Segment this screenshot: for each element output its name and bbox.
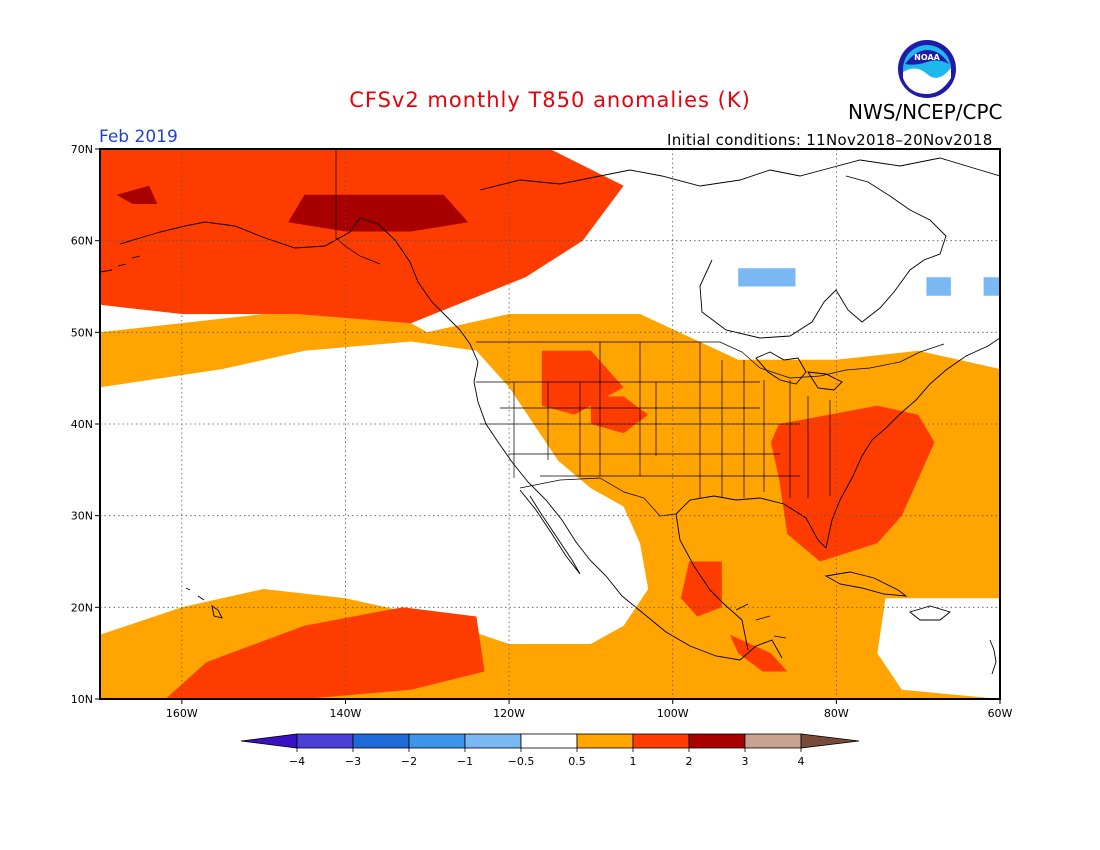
noaa-logo-wave bbox=[903, 68, 951, 94]
lat-tick-label: 70N bbox=[71, 143, 93, 156]
anomaly-region-14 bbox=[926, 277, 951, 296]
colorbar-swatch bbox=[296, 733, 354, 749]
noaa-logo-text: NOAA bbox=[914, 53, 940, 62]
colorbar-label: −1 bbox=[457, 755, 473, 768]
colorbar-label: 4 bbox=[798, 755, 805, 768]
central-america-borders bbox=[735, 603, 787, 639]
gulf-atlantic-coastline bbox=[675, 337, 1000, 651]
colorbar-arrow-low bbox=[240, 733, 298, 749]
map-title: CFSv2 monthly T850 anomalies (K) bbox=[349, 88, 751, 112]
lat-tick-label: 40N bbox=[71, 418, 93, 431]
lat-tick-label: 30N bbox=[71, 510, 93, 523]
colorbar-arrow-high bbox=[800, 733, 860, 749]
baja-coastline bbox=[519, 489, 581, 575]
coastlines bbox=[100, 157, 1000, 675]
pacific-coastline bbox=[119, 217, 783, 661]
colorbar-label: −3 bbox=[345, 755, 361, 768]
lon-tick-label: 120W bbox=[493, 707, 525, 720]
gridlines bbox=[100, 149, 1001, 699]
state-borders bbox=[476, 342, 831, 498]
cuba-coastline bbox=[824, 571, 908, 597]
colorbar-label: 1 bbox=[630, 755, 637, 768]
hispaniola-coastline bbox=[909, 605, 951, 621]
colorbar-swatch bbox=[464, 733, 522, 749]
great-lakes-outline bbox=[755, 351, 807, 385]
lat-tick-label: 60N bbox=[71, 235, 93, 248]
latitude-labels: 10N 20N 30N 40N 50N 60N 70N bbox=[71, 143, 93, 706]
noaa-logo: NOAA bbox=[898, 40, 956, 98]
alaska-canada-border bbox=[335, 149, 381, 265]
anomaly-fill bbox=[100, 149, 1000, 699]
anomaly-region-13 bbox=[738, 268, 796, 287]
anomaly-region-7 bbox=[770, 405, 935, 562]
lat-tick-label: 20N bbox=[71, 601, 93, 614]
noaa-logo-bird bbox=[905, 50, 949, 65]
colorbar-label: 3 bbox=[742, 755, 749, 768]
colorbar-swatch bbox=[352, 733, 410, 749]
anomaly-region-3 bbox=[877, 598, 1000, 699]
colorbar-swatch bbox=[632, 733, 690, 749]
anomaly-region-1 bbox=[100, 341, 649, 644]
colorbar-label: −4 bbox=[289, 755, 305, 768]
aleutian-coastline bbox=[100, 255, 141, 273]
lon-tick-label: 80W bbox=[824, 707, 849, 720]
us-mexico-border bbox=[519, 477, 677, 517]
hudson-bay-coastline bbox=[699, 175, 947, 339]
lat-tick-label: 50N bbox=[71, 326, 93, 339]
lon-tick-label: 60W bbox=[988, 707, 1013, 720]
axis-ticks bbox=[95, 148, 1001, 704]
lon-tick-label: 100W bbox=[657, 707, 689, 720]
valid-period-label: Feb 2019 bbox=[99, 127, 178, 147]
antilles-coastline bbox=[989, 639, 997, 675]
agency-label: NWS/NCEP/CPC bbox=[848, 100, 1003, 124]
colorbar-label: 0.5 bbox=[568, 755, 586, 768]
anomaly-region-11 bbox=[288, 194, 469, 232]
longitude-labels: 160W 140W 120W 100W 80W 60W bbox=[166, 707, 1013, 720]
colorbar-swatch bbox=[688, 733, 746, 749]
initial-conditions-label: Initial conditions: 11Nov2018–20Nov2018 bbox=[667, 131, 993, 149]
colorbar-label: −0.5 bbox=[508, 755, 535, 768]
colorbar-swatch bbox=[520, 733, 578, 749]
anomaly-region-8 bbox=[165, 607, 485, 699]
colorbar-swatch bbox=[576, 733, 634, 749]
political-borders bbox=[335, 149, 945, 639]
us-canada-border bbox=[476, 341, 945, 379]
anomaly-region-15 bbox=[983, 277, 1000, 296]
anomaly-region-2 bbox=[599, 158, 1000, 360]
colorbar-label: 2 bbox=[686, 755, 693, 768]
lake-erie-outline bbox=[807, 371, 843, 391]
colorbar-label: −2 bbox=[401, 755, 417, 768]
anomaly-region-10 bbox=[730, 634, 788, 672]
anomaly-region-4 bbox=[100, 149, 624, 324]
colorbar-swatch bbox=[744, 733, 802, 749]
lon-tick-label: 160W bbox=[166, 707, 198, 720]
anomaly-region-5 bbox=[541, 350, 624, 415]
colorbar: −4 −3 −2 −1 −0.5 0.5 1 2 3 4 bbox=[240, 733, 860, 768]
hawaii-coastline bbox=[185, 587, 223, 619]
arctic-coastline bbox=[479, 157, 1000, 191]
lat-tick-label: 10N bbox=[71, 693, 93, 706]
anomaly-region-12 bbox=[116, 185, 158, 204]
anomaly-region-9 bbox=[680, 561, 722, 617]
lon-tick-label: 140W bbox=[330, 707, 362, 720]
colorbar-swatch bbox=[408, 733, 466, 749]
